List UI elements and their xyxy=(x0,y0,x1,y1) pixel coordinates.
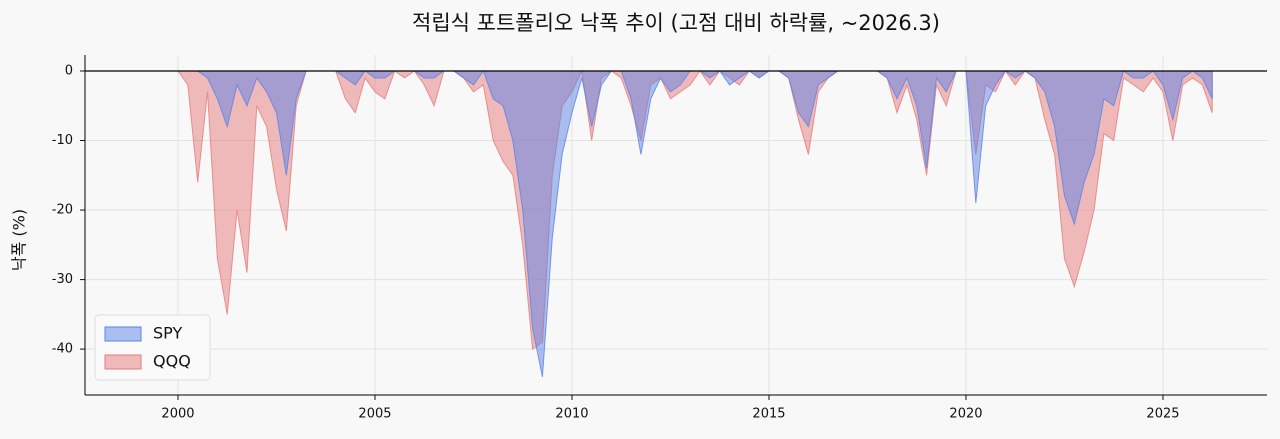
legend-swatch xyxy=(104,354,142,370)
y-tick-label: -30 xyxy=(52,272,73,287)
x-tick-label: 2015 xyxy=(752,407,785,422)
x-tick-label: 2010 xyxy=(555,407,588,422)
x-tick-label: 2000 xyxy=(161,407,194,422)
y-axis-label: 낙폭 (%) xyxy=(10,209,29,271)
y-tick-label: -40 xyxy=(52,342,73,357)
legend-label: QQQ xyxy=(153,352,191,371)
x-tick-label: 2005 xyxy=(358,407,391,422)
x-tick-label: 2025 xyxy=(1146,407,1179,422)
y-tick-label: -10 xyxy=(52,133,73,148)
y-tick-label: 0 xyxy=(65,63,73,78)
legend-swatch xyxy=(104,326,142,342)
chart-title: 적립식 포트폴리오 낙폭 추이 (고점 대비 하락률, ~2026.3) xyxy=(412,11,940,35)
legend-label: SPY xyxy=(153,324,182,343)
y-tick-label: -20 xyxy=(52,203,73,218)
x-tick-label: 2020 xyxy=(949,407,982,422)
